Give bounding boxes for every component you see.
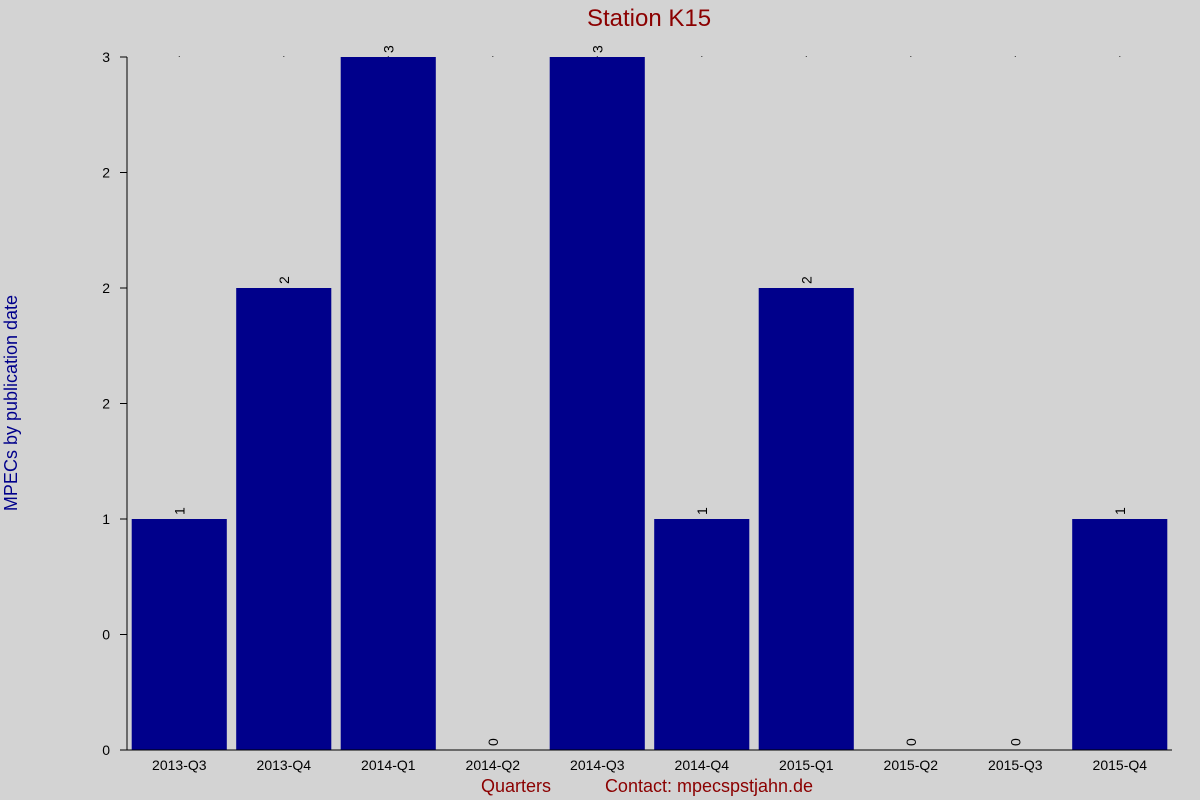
bar-data-label: 1 [171,507,187,515]
top-reference-dot [492,56,494,57]
bar-data-label: 3 [380,45,396,53]
bar-data-label: 3 [589,45,605,53]
x-axis-label: Quarters [481,776,551,796]
top-reference-dot [387,56,389,57]
y-tick-label: 2 [102,280,110,296]
bar [758,288,854,750]
bar [340,57,436,750]
bar-data-label: 0 [903,738,919,746]
bar [131,519,227,750]
bar-data-label: 2 [798,276,814,284]
top-reference-dot [701,56,703,57]
y-tick-label: 2 [102,165,110,181]
x-tick-label: 2014-Q2 [466,757,521,773]
x-tick-label: 2013-Q3 [152,757,207,773]
bar-data-label: 2 [276,276,292,284]
y-axis-label: MPECs by publication date [1,295,21,511]
x-tick-label: 2015-Q4 [1093,757,1148,773]
x-tick-label: 2014-Q1 [361,757,416,773]
y-tick-label: 0 [102,627,110,643]
x-tick-label: 2015-Q2 [884,757,939,773]
top-reference-dot [596,56,598,57]
x-tick-label: 2013-Q4 [257,757,312,773]
bar [654,519,750,750]
contact-label: Contact: mpecspstjahn.de [605,776,813,796]
bar-data-label: 0 [1007,738,1023,746]
y-tick-label: 1 [102,511,110,527]
chart-title: Station K15 [587,5,711,32]
y-tick-label: 0 [102,742,110,758]
x-tick-label: 2014-Q3 [570,757,625,773]
x-tick-label: 2015-Q3 [988,757,1043,773]
bar [549,57,645,750]
top-reference-dot [805,56,807,57]
top-reference-dot [283,56,285,57]
y-tick-label: 2 [102,396,110,412]
bar [1072,519,1168,750]
x-tick-label: 2015-Q1 [779,757,834,773]
plot-area: 1 2013-Q3 2 2013-Q4 3 2014-Q1 0 2014-Q2 3 2014-Q3… [102,45,1172,773]
bar-data-label: 0 [485,738,501,746]
top-reference-dot [178,56,180,57]
bar [236,288,332,750]
y-tick-label: 3 [102,49,110,65]
bar-data-label: 1 [1112,507,1128,515]
top-reference-dot [910,56,912,57]
top-reference-dot [1014,56,1016,57]
x-tick-label: 2014-Q4 [675,757,730,773]
top-reference-dot [1119,56,1121,57]
bar-data-label: 1 [694,507,710,515]
